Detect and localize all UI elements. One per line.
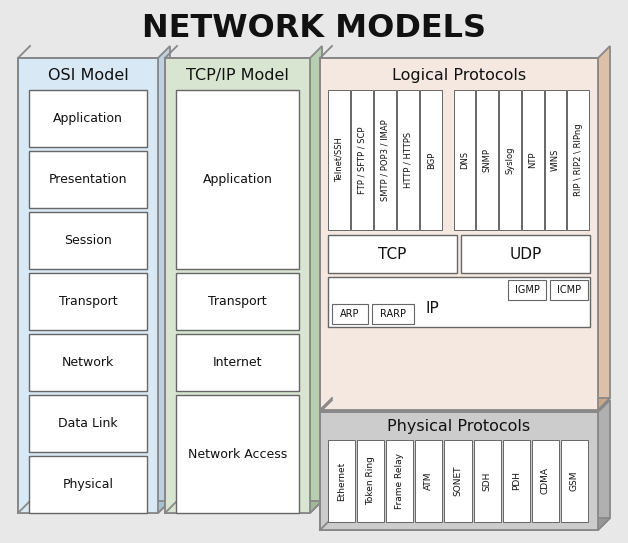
Bar	[176, 395, 299, 513]
Polygon shape	[310, 46, 322, 513]
Text: Application: Application	[53, 112, 123, 125]
Bar	[544, 90, 566, 230]
Bar	[328, 440, 355, 522]
Bar	[374, 90, 396, 230]
Text: PDH: PDH	[512, 471, 521, 490]
Bar	[320, 58, 598, 410]
Bar	[532, 440, 559, 522]
Bar	[461, 235, 590, 273]
Polygon shape	[598, 46, 610, 410]
Bar	[328, 90, 350, 230]
Bar	[357, 440, 384, 522]
Text: SONET: SONET	[453, 466, 462, 496]
Text: Data Link: Data Link	[58, 417, 118, 430]
Text: RARP: RARP	[380, 309, 406, 319]
Bar	[499, 90, 521, 230]
Bar	[522, 90, 544, 230]
Text: Session: Session	[64, 234, 112, 247]
Polygon shape	[598, 400, 610, 530]
Polygon shape	[320, 398, 610, 410]
Text: Logical Protocols: Logical Protocols	[392, 67, 526, 83]
Text: DNS: DNS	[460, 151, 469, 169]
Bar	[176, 334, 299, 391]
Text: NTP: NTP	[528, 151, 537, 168]
Text: Presentation: Presentation	[49, 173, 127, 186]
Bar	[508, 280, 546, 300]
Text: NETWORK MODELS: NETWORK MODELS	[142, 12, 486, 43]
Bar	[567, 90, 589, 230]
Bar	[165, 58, 310, 513]
Text: Syslog: Syslog	[506, 146, 514, 174]
Bar	[176, 273, 299, 330]
Bar	[477, 90, 498, 230]
Bar	[29, 212, 147, 269]
Text: SDH: SDH	[482, 471, 492, 491]
Text: RIP \ RIP2 \ RIPng: RIP \ RIP2 \ RIPng	[573, 124, 583, 197]
Bar	[29, 334, 147, 391]
Bar	[29, 395, 147, 452]
Text: ICMP: ICMP	[557, 285, 581, 295]
Text: GSM: GSM	[570, 471, 579, 491]
Text: Token Ring: Token Ring	[366, 457, 375, 506]
Text: Internet: Internet	[213, 356, 263, 369]
Text: ARP: ARP	[340, 309, 360, 319]
Text: Network: Network	[62, 356, 114, 369]
Text: BGP: BGP	[427, 151, 436, 169]
Text: Network Access: Network Access	[188, 447, 287, 460]
Text: SMTP / POP3 / IMAP: SMTP / POP3 / IMAP	[381, 119, 389, 201]
Bar	[176, 90, 299, 269]
Text: Transport: Transport	[208, 295, 267, 308]
Bar	[397, 90, 420, 230]
Bar	[415, 440, 443, 522]
Bar	[420, 90, 442, 230]
Bar	[351, 90, 373, 230]
Text: Application: Application	[203, 173, 273, 186]
Text: HTTP / HTTPS: HTTP / HTTPS	[404, 132, 413, 188]
Bar	[386, 440, 413, 522]
Text: FTP / SFTP / SCP: FTP / SFTP / SCP	[357, 127, 367, 194]
Text: Transport: Transport	[58, 295, 117, 308]
Bar	[332, 304, 368, 324]
Text: SNMP: SNMP	[483, 148, 492, 172]
Text: Ethernet: Ethernet	[337, 462, 346, 501]
Polygon shape	[158, 46, 170, 513]
Text: Frame Relay: Frame Relay	[395, 453, 404, 509]
Bar	[328, 235, 457, 273]
Text: ATM: ATM	[425, 472, 433, 490]
Polygon shape	[18, 501, 170, 513]
Bar	[328, 277, 590, 327]
Text: CDMA: CDMA	[541, 468, 550, 495]
Bar	[29, 90, 147, 147]
Bar	[550, 280, 588, 300]
Text: OSI Model: OSI Model	[48, 67, 128, 83]
Text: Telnet/SSH: Telnet/SSH	[335, 137, 344, 182]
Text: TCP: TCP	[378, 247, 407, 262]
Bar	[502, 440, 530, 522]
Bar	[372, 304, 414, 324]
Bar	[29, 151, 147, 208]
Text: TCP/IP Model: TCP/IP Model	[186, 67, 289, 83]
Bar	[29, 456, 147, 513]
Bar	[561, 440, 588, 522]
Bar	[29, 273, 147, 330]
Bar	[454, 90, 475, 230]
Text: UDP: UDP	[509, 247, 541, 262]
Polygon shape	[320, 518, 610, 530]
Text: Physical: Physical	[63, 478, 114, 491]
Bar	[474, 440, 501, 522]
Polygon shape	[165, 501, 322, 513]
Bar	[320, 412, 598, 530]
Bar	[445, 440, 472, 522]
Bar	[18, 58, 158, 513]
Text: IP: IP	[426, 300, 440, 315]
Text: Physical Protocols: Physical Protocols	[387, 420, 531, 434]
Text: IGMP: IGMP	[514, 285, 539, 295]
Text: WINS: WINS	[551, 149, 560, 171]
